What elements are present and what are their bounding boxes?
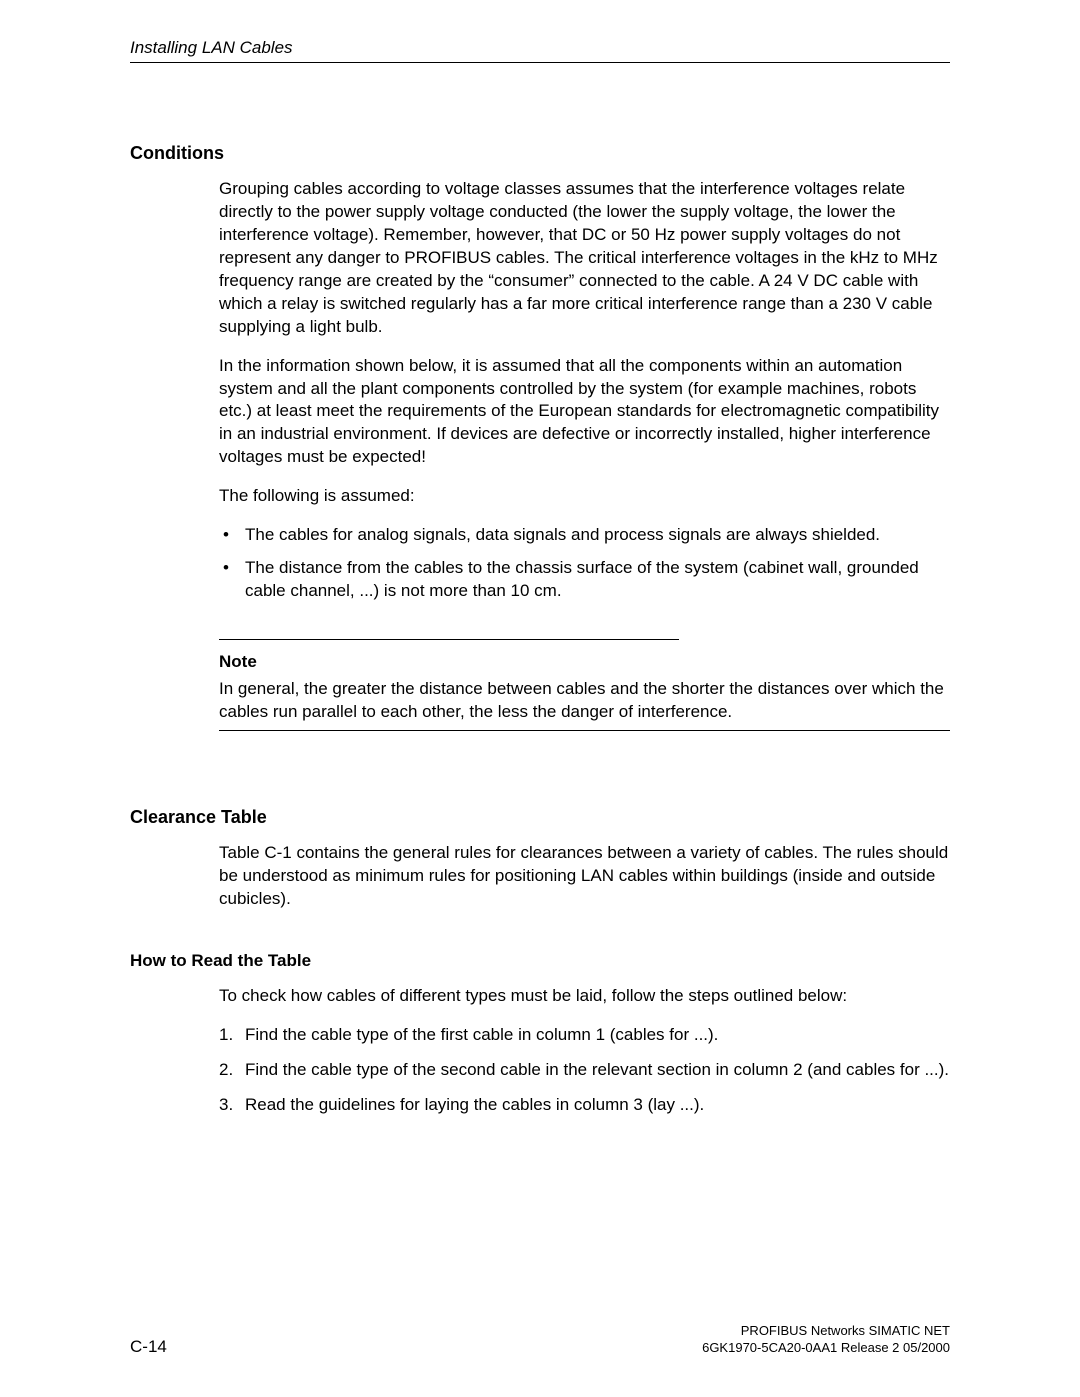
list-item: Find the cable type of the second cable … [219, 1059, 950, 1082]
conditions-bullets: The cables for analog signals, data sign… [219, 524, 950, 603]
note-heading: Note [219, 652, 950, 672]
conditions-p2: In the information shown below, it is as… [219, 355, 950, 470]
clearance-heading: Clearance Table [130, 807, 950, 828]
note-rule-bottom [219, 730, 950, 731]
note-rule-top [219, 639, 679, 640]
footer-doc-id: 6GK1970-5CA20-0AA1 Release 2 05/2000 [702, 1340, 950, 1355]
clearance-p1: Table C-1 contains the general rules for… [219, 842, 950, 911]
list-item: Read the guidelines for laying the cable… [219, 1094, 950, 1117]
conditions-heading: Conditions [130, 143, 950, 164]
how-to-read-steps: Find the cable type of the first cable i… [219, 1024, 950, 1117]
note-box: Note In general, the greater the distanc… [219, 639, 950, 731]
footer-doc-title: PROFIBUS Networks SIMATIC NET [741, 1323, 950, 1338]
footer: PROFIBUS Networks SIMATIC NET 6GK1970-5C… [130, 1323, 950, 1357]
conditions-p3: The following is assumed: [219, 485, 950, 508]
note-text: In general, the greater the distance bet… [219, 678, 950, 724]
footer-right: PROFIBUS Networks SIMATIC NET 6GK1970-5C… [130, 1323, 950, 1357]
list-item: The cables for analog signals, data sign… [219, 524, 950, 547]
conditions-p1: Grouping cables according to voltage cla… [219, 178, 950, 339]
header-rule [130, 62, 950, 63]
list-item: Find the cable type of the first cable i… [219, 1024, 950, 1047]
how-to-read-heading: How to Read the Table [130, 951, 950, 971]
page-number: C-14 [130, 1337, 167, 1357]
how-to-read-p1: To check how cables of different types m… [219, 985, 950, 1008]
list-item: The distance from the cables to the chas… [219, 557, 950, 603]
chapter-title: Installing LAN Cables [130, 38, 950, 58]
